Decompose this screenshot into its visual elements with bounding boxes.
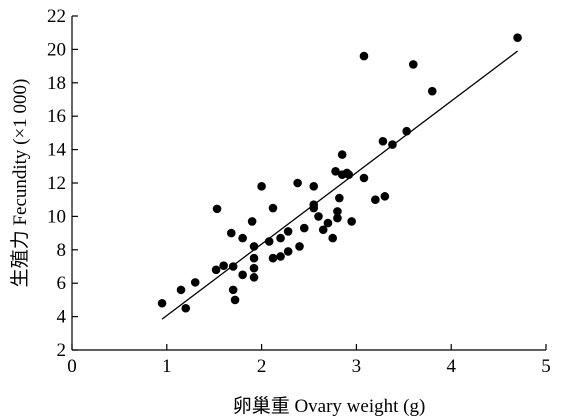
data-points <box>157 33 522 313</box>
data-point <box>328 233 338 243</box>
data-point <box>276 233 285 243</box>
data-point <box>295 242 304 251</box>
y-ticks: 2 4 6 8 10 12 14 16 18 20 22 <box>47 6 78 361</box>
data-point <box>230 295 240 305</box>
data-point <box>249 242 259 251</box>
data-point <box>212 204 222 214</box>
x-tick-label: 1 <box>162 356 172 377</box>
data-point <box>238 270 247 280</box>
data-point <box>380 192 390 201</box>
data-point <box>359 173 369 183</box>
data-point <box>228 285 238 295</box>
data-point <box>283 247 293 256</box>
data-point <box>293 178 302 188</box>
data-point <box>157 298 167 308</box>
data-point <box>427 86 437 96</box>
x-tick-label: 4 <box>446 356 456 377</box>
data-point <box>283 227 293 236</box>
y-tick-label: 18 <box>47 73 66 94</box>
data-point <box>249 263 259 273</box>
x-tick-label: 2 <box>257 356 267 377</box>
data-point <box>268 203 278 213</box>
data-point <box>219 261 228 270</box>
data-point <box>226 228 236 238</box>
data-point <box>264 237 274 246</box>
trend-line <box>161 50 518 320</box>
y-tick-label: 12 <box>47 173 66 194</box>
y-tick-label: 14 <box>47 140 67 161</box>
data-point <box>268 253 278 263</box>
y-axis-title: 生殖力 Fecundity (×1 000) <box>9 79 31 288</box>
data-point <box>359 51 369 61</box>
data-point <box>331 167 340 176</box>
data-point <box>309 182 319 191</box>
data-point <box>181 303 191 313</box>
data-point <box>344 170 354 179</box>
data-point <box>318 225 328 235</box>
data-point <box>176 285 186 295</box>
data-point <box>309 200 319 210</box>
data-point <box>333 213 342 223</box>
data-point <box>323 218 333 228</box>
x-tick-label: 3 <box>352 356 362 377</box>
data-point <box>247 217 257 226</box>
y-tick-label: 6 <box>57 273 67 294</box>
data-point <box>249 273 259 282</box>
y-tick-label: 10 <box>47 206 66 227</box>
x-axis-title: 卵巢重 Ovary weight (g) <box>233 395 426 417</box>
data-point <box>513 33 522 43</box>
axes <box>71 16 546 351</box>
data-point <box>211 265 221 275</box>
x-tick-label: 5 <box>541 356 551 377</box>
data-point <box>347 217 356 226</box>
y-tick-label: 22 <box>47 6 66 27</box>
data-point <box>337 150 347 159</box>
data-point <box>314 212 323 221</box>
data-point <box>408 60 418 69</box>
y-tick-label: 20 <box>47 39 66 60</box>
y-tick-label: 16 <box>47 106 66 127</box>
data-point <box>238 233 247 243</box>
data-point <box>299 223 309 233</box>
data-point <box>335 193 344 203</box>
data-point <box>388 140 397 149</box>
data-point <box>402 126 411 136</box>
data-point <box>257 182 266 191</box>
data-point <box>378 136 388 146</box>
data-point <box>228 262 238 271</box>
y-tick-label: 2 <box>57 340 67 361</box>
data-point <box>371 195 380 204</box>
data-point <box>333 207 342 216</box>
x-ticks: 0 1 2 3 4 5 <box>67 344 551 377</box>
y-tick-label: 4 <box>57 307 67 328</box>
x-tick-label: 0 <box>67 356 77 377</box>
data-point <box>276 252 285 261</box>
y-tick-label: 8 <box>57 240 67 261</box>
data-point <box>190 278 200 287</box>
data-point <box>249 253 259 263</box>
